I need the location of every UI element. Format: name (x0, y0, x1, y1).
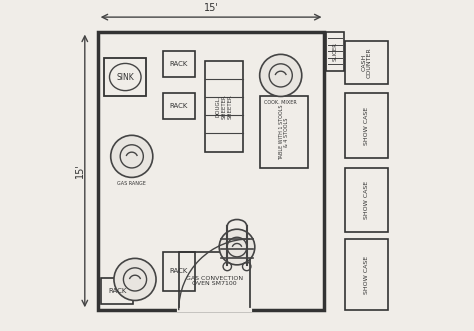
Bar (163, 93, 195, 119)
Circle shape (111, 135, 153, 177)
Bar (179, 252, 250, 310)
Text: 15': 15' (204, 3, 219, 13)
Text: TABLE WITH 1 STOOLS
& 4 STOOLS: TABLE WITH 1 STOOLS & 4 STOOLS (279, 104, 289, 160)
Text: SHOW CASE: SHOW CASE (364, 256, 369, 294)
Text: SHOW CASE: SHOW CASE (364, 181, 369, 219)
Circle shape (219, 229, 255, 265)
Bar (163, 252, 195, 291)
Text: SHOW CASE: SHOW CASE (364, 107, 369, 145)
Text: 15': 15' (75, 164, 85, 178)
Circle shape (114, 259, 156, 301)
Bar (346, 41, 388, 83)
Bar (326, 32, 344, 71)
Text: RACK: RACK (108, 288, 127, 294)
Text: COOK. MIXER: COOK. MIXER (264, 100, 297, 105)
Text: CASH
COUNTER: CASH COUNTER (361, 47, 372, 78)
Bar (260, 96, 308, 168)
Bar (101, 278, 133, 304)
Text: GAS RANGE: GAS RANGE (118, 181, 146, 186)
Bar (346, 93, 388, 158)
Bar (98, 32, 324, 310)
Circle shape (260, 54, 302, 96)
Bar (346, 239, 388, 310)
Bar (346, 168, 388, 232)
Text: RACK: RACK (170, 61, 188, 67)
Text: RACK: RACK (170, 103, 188, 109)
Bar (205, 61, 244, 152)
Bar (104, 58, 146, 96)
Text: RACK: RACK (170, 268, 188, 274)
Text: SLICER: SLICER (332, 42, 337, 61)
Text: SINK: SINK (117, 72, 134, 81)
Bar (163, 51, 195, 77)
Text: DOUGL.
SHEETER
SHEETER: DOUGL. SHEETER SHEETER (216, 94, 232, 118)
Text: GAS CONVECTION
OVEN SM7100: GAS CONVECTION OVEN SM7100 (186, 276, 243, 286)
